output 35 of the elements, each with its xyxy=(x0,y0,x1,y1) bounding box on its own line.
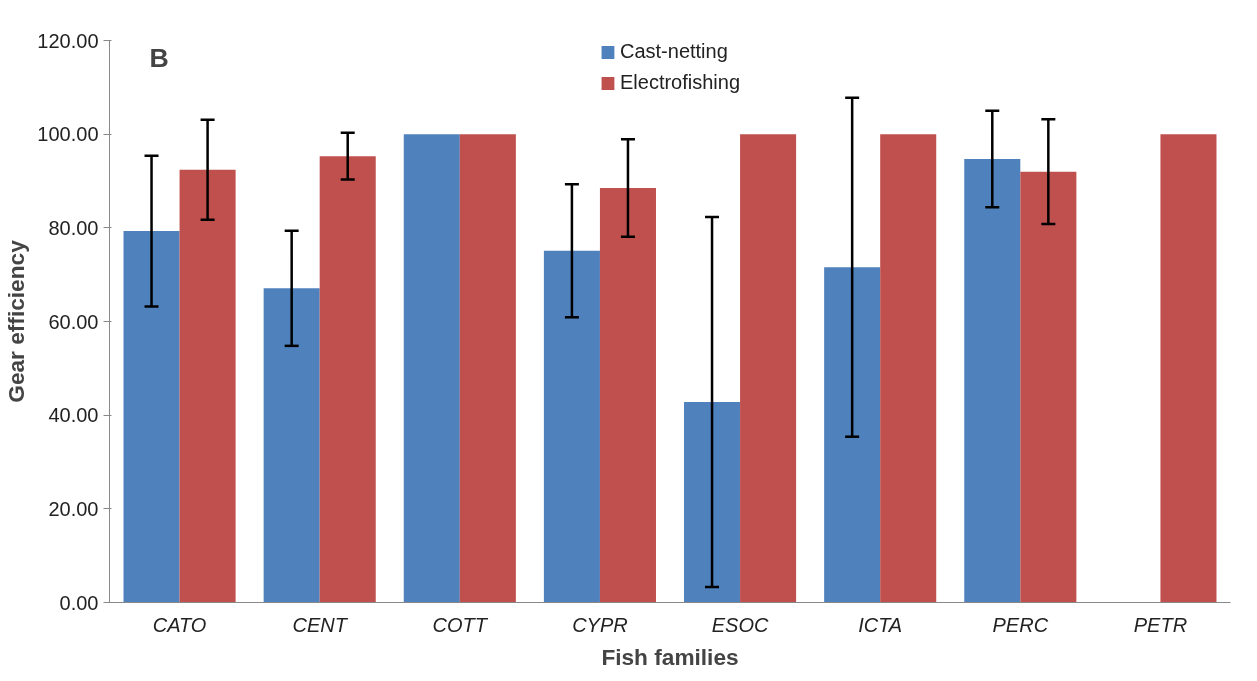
bar xyxy=(740,134,797,603)
x-tick-label: ESOC xyxy=(711,613,769,636)
x-axis-title: Fish families xyxy=(601,643,739,670)
bar xyxy=(543,250,600,603)
bar xyxy=(403,134,460,603)
x-tick-label: ICTA xyxy=(858,613,903,636)
bar xyxy=(123,231,180,603)
x-tick-label: PERC xyxy=(992,613,1049,636)
bar xyxy=(179,169,236,603)
y-tick-label: 80.00 xyxy=(48,216,99,239)
x-tick-label: CATO xyxy=(152,613,207,636)
bar xyxy=(684,402,741,603)
y-tick-label: 120.00 xyxy=(37,29,99,52)
y-tick-label: 60.00 xyxy=(48,310,99,333)
x-tick-label: COTT xyxy=(432,613,489,636)
y-axis-title: Gear efficiency xyxy=(3,239,30,403)
y-tick-label: 20.00 xyxy=(48,497,99,520)
bar xyxy=(964,158,1021,603)
annotation: B xyxy=(149,42,169,73)
y-tick-label: 100.00 xyxy=(37,123,99,146)
legend-label: Cast-netting xyxy=(619,40,728,63)
bar xyxy=(319,156,376,603)
y-tick-label: 0.00 xyxy=(59,591,99,614)
bar xyxy=(459,134,516,603)
bar xyxy=(263,288,320,603)
legend-label: Electrofishing xyxy=(619,71,741,94)
x-tick-label: PETR xyxy=(1133,613,1188,636)
bar xyxy=(599,188,656,603)
bar xyxy=(1020,171,1077,603)
bar xyxy=(1160,134,1217,603)
bar xyxy=(880,134,937,603)
x-tick-label: CYPR xyxy=(572,613,628,636)
bar xyxy=(824,267,881,603)
y-tick-label: 40.00 xyxy=(48,404,99,427)
x-tick-label: CENT xyxy=(292,613,349,636)
